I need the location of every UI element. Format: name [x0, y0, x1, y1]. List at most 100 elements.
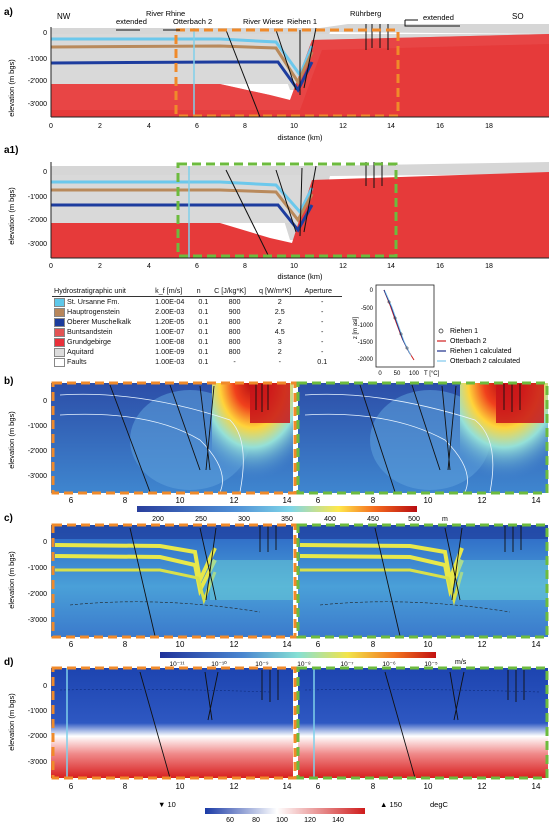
legend-riehen-1-calculated: Riehen 1 calculated: [450, 348, 512, 355]
th-unit: Hydrostratigraphic unit: [52, 286, 154, 297]
panel-a-xtick: 4: [147, 123, 151, 130]
unit-swatch: [54, 337, 65, 347]
inset-ytick: -1500: [358, 340, 374, 346]
panel-a1-ytick: -3'000: [28, 241, 47, 248]
panel-b-cbtick: 250: [195, 516, 207, 523]
panel-b-xtick: 8: [123, 496, 128, 505]
panel-c-xtick: 6: [316, 640, 321, 649]
panel-c-ytick: 0: [43, 539, 47, 546]
panel-a1-xtick: 8: [243, 263, 247, 270]
inset-ylabel: z [m asl]: [353, 317, 359, 340]
panel-a: a) NW SO extended extended River Rhine O…: [4, 7, 549, 142]
unit-name: Buntsandstein: [67, 327, 113, 336]
panel-c-cbtick: 10⁻⁶: [382, 661, 396, 668]
panel-b-xtick: 10: [424, 496, 433, 505]
panel-a-xtick: 12: [339, 123, 347, 130]
panel-b-ytick: 0: [43, 398, 47, 405]
panel-a1-xtick: 4: [147, 263, 151, 270]
panel-d-xtick: 12: [478, 782, 487, 791]
panel-a1-xtick: 10: [290, 263, 298, 270]
cell-c: 800: [228, 327, 241, 336]
panel-a-xtick: 10: [290, 123, 298, 130]
panel-d-xtick: 6: [69, 782, 74, 791]
cell-n: 0.1: [198, 307, 209, 316]
panel-b-cb-unit: m: [442, 516, 448, 523]
inset-xlabel: T [°C]: [424, 371, 440, 377]
legend-otterbach-2: Otterbach 2: [450, 338, 487, 345]
cell-unit: Grundgebirge: [52, 337, 153, 347]
panel-a1-xtick: 14: [387, 263, 395, 270]
unit-name: Faults: [67, 357, 87, 366]
cell-ap: -: [321, 337, 324, 346]
panel-c-cbtick: 10⁻⁹: [255, 661, 269, 668]
cell-c: 900: [228, 307, 241, 316]
panel-c-xtick: 10: [176, 640, 185, 649]
panel-d-cbtick: 60: [226, 817, 234, 824]
unit-name: Grundgebirge: [67, 337, 111, 346]
panel-a1-axes: elevation (m bgs) 0 -1'000 -2'000 -3'000…: [7, 162, 549, 281]
cell-ap: -: [321, 317, 324, 326]
panel-c-xtick: 14: [532, 640, 541, 649]
unit-name: St. Ursanne Fm.: [67, 297, 120, 306]
panel-b-xtick: 10: [176, 496, 185, 505]
cell-c: 800: [228, 337, 241, 346]
cell-unit: St. Ursanne Fm.: [52, 297, 153, 308]
panel-a-xtick: 16: [436, 123, 444, 130]
cell-n: 0.1: [198, 317, 209, 326]
unit-name: Oberer Muschelkalk: [67, 317, 131, 326]
panel-a-axes: elevation (m bgs) 0 -1'000 -2'000 -3'000…: [7, 27, 549, 142]
extended-right-label: extended: [423, 13, 454, 22]
cell-n: 0.1: [198, 357, 209, 366]
panel-b-xtick: 6: [69, 496, 74, 505]
cell-c: 800: [228, 347, 241, 356]
cell-n: 0.1: [198, 297, 209, 306]
unit-swatch: [54, 297, 65, 307]
cell-ap: -: [321, 327, 324, 336]
panel-a1-xlabel: distance (km): [277, 272, 323, 281]
th-q: q [W/m*K]: [257, 286, 303, 297]
panel-b-cbtick: 200: [152, 516, 164, 523]
panel-c-xtick: 10: [424, 640, 433, 649]
inset-ytick: -2000: [358, 357, 374, 363]
panel-d-cbtick: 120: [304, 817, 316, 824]
panel-b: b) elevation (m bgs) 0 -1'000 -2'000 -3'…: [4, 376, 549, 523]
unit-name: Aquitard: [67, 347, 94, 356]
cell-kf: 1.00E-03: [155, 357, 185, 366]
panel-b-cbtick: 350: [281, 516, 293, 523]
th-n: n: [194, 286, 213, 297]
panel-a-label: a): [4, 7, 13, 18]
label-river-rhine: River Rhine: [146, 9, 185, 18]
panel-a1-ylabel: elevation (m bgs): [7, 187, 16, 245]
panel-a-ytick-1: -1'000: [28, 56, 47, 63]
panel-d-xtick: 10: [176, 782, 185, 791]
cell-kf: 1.00E-04: [155, 297, 185, 306]
panel-d-label: d): [4, 657, 13, 668]
panel-b-xtick: 8: [371, 496, 376, 505]
inset-ytick: 0: [370, 288, 374, 294]
cell-q: 3: [277, 337, 282, 346]
table-row: Oberer Muschelkalk 1.20E-05 0.1 800 2 -: [52, 317, 342, 327]
panel-d-xtick: 10: [424, 782, 433, 791]
panel-c-cbtick: 10⁻⁵: [424, 661, 438, 668]
panel-b-cbtick: 500: [408, 516, 420, 523]
panel-d-ytick: -3'000: [28, 759, 47, 766]
cell-kf: 1.00E-08: [155, 337, 185, 346]
panel-b-xtick: 12: [230, 496, 239, 505]
panel-a-ytick-0: 0: [43, 30, 47, 37]
panel-c-ytick: -3'000: [28, 617, 47, 624]
panel-a1-section: [51, 162, 549, 258]
label-river-wiese: River Wiese: [243, 17, 283, 26]
label-otterbach-2: Otterbach 2: [173, 17, 212, 26]
panel-b-cbtick: 300: [238, 516, 250, 523]
inset-ytick: -1000: [358, 323, 374, 329]
cell-kf: 1.20E-05: [155, 317, 185, 326]
unit-swatch: [54, 327, 65, 337]
panel-d-ytick: -1'000: [28, 708, 47, 715]
panel-d-cb-unit: degC: [430, 800, 449, 809]
panel-a1-ytick: -2'000: [28, 217, 47, 224]
inset-legend: Riehen 1 Otterbach 2 Riehen 1 calculated…: [437, 328, 520, 365]
cell-n: 0.1: [198, 337, 209, 346]
cell-kf: 2.00E-03: [155, 307, 185, 316]
cell-c: -: [233, 357, 236, 366]
